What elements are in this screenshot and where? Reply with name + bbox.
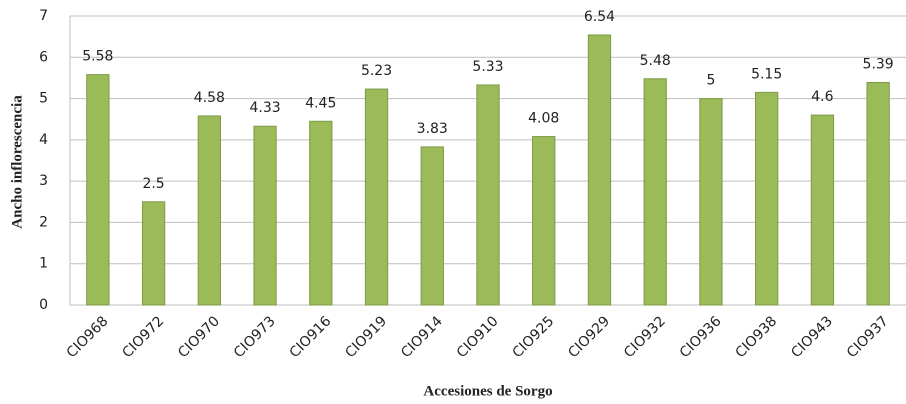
y-tick-label: 4 (39, 132, 48, 148)
value-label: 4.6 (811, 89, 833, 105)
x-tick-label: CIO916 (287, 313, 335, 361)
x-tick-label: CIO919 (342, 313, 390, 361)
bar (866, 81, 890, 306)
x-tick-label: CIO910 (454, 313, 502, 361)
value-label: 5 (706, 73, 715, 89)
x-tick-label: CIO914 (398, 313, 446, 361)
bar (810, 114, 835, 306)
x-tick-label: CIO936 (677, 313, 725, 361)
bar (86, 74, 110, 306)
y-tick-label: 5 (39, 91, 48, 107)
value-label: 5.23 (361, 63, 392, 79)
y-tick-label: 6 (39, 49, 48, 65)
bar (309, 120, 333, 306)
x-tick-label: CIO970 (175, 313, 223, 361)
bar (587, 34, 612, 306)
bar (141, 201, 166, 306)
y-tick-label: 3 (39, 173, 48, 189)
value-label: 5.15 (751, 66, 782, 82)
value-label: 4.45 (305, 95, 336, 111)
y-axis-title: Ancho inflorescencia (9, 95, 25, 229)
value-label: 4.58 (194, 90, 225, 106)
y-tick-label: 7 (39, 8, 48, 24)
y-tick-label: 0 (39, 297, 48, 313)
x-tick-label: CIO929 (565, 313, 613, 361)
value-label: 4.08 (528, 111, 559, 127)
x-axis-title: Accesiones de Sorgo (423, 383, 552, 399)
value-label: 3.83 (417, 121, 448, 137)
x-tick-label: CIO925 (510, 313, 558, 361)
x-tick-label: CIO937 (844, 313, 892, 361)
bar (755, 91, 779, 306)
y-tick-label: 2 (39, 214, 48, 230)
bar (476, 84, 500, 306)
x-tick-label: CIO973 (231, 313, 279, 361)
bar (253, 125, 277, 306)
x-tick-label: CIO968 (64, 313, 112, 361)
bar (699, 98, 723, 306)
value-label: 6.54 (584, 9, 615, 25)
bar (364, 88, 389, 306)
bar (532, 136, 556, 306)
value-label: 5.33 (472, 59, 503, 75)
y-tick-label: 1 (39, 256, 48, 272)
x-tick-label: CIO943 (788, 313, 836, 361)
value-label: 5.39 (863, 56, 894, 72)
x-tick-label: CIO938 (732, 313, 780, 361)
value-label: 2.5 (142, 176, 164, 192)
value-label: 4.33 (249, 100, 280, 116)
bar (643, 78, 667, 306)
bar (197, 115, 221, 306)
x-tick-label: CIO972 (119, 313, 167, 361)
value-label: 5.48 (640, 53, 671, 69)
value-label: 5.58 (82, 49, 113, 65)
bar (420, 146, 444, 306)
x-tick-label: CIO932 (621, 313, 669, 361)
